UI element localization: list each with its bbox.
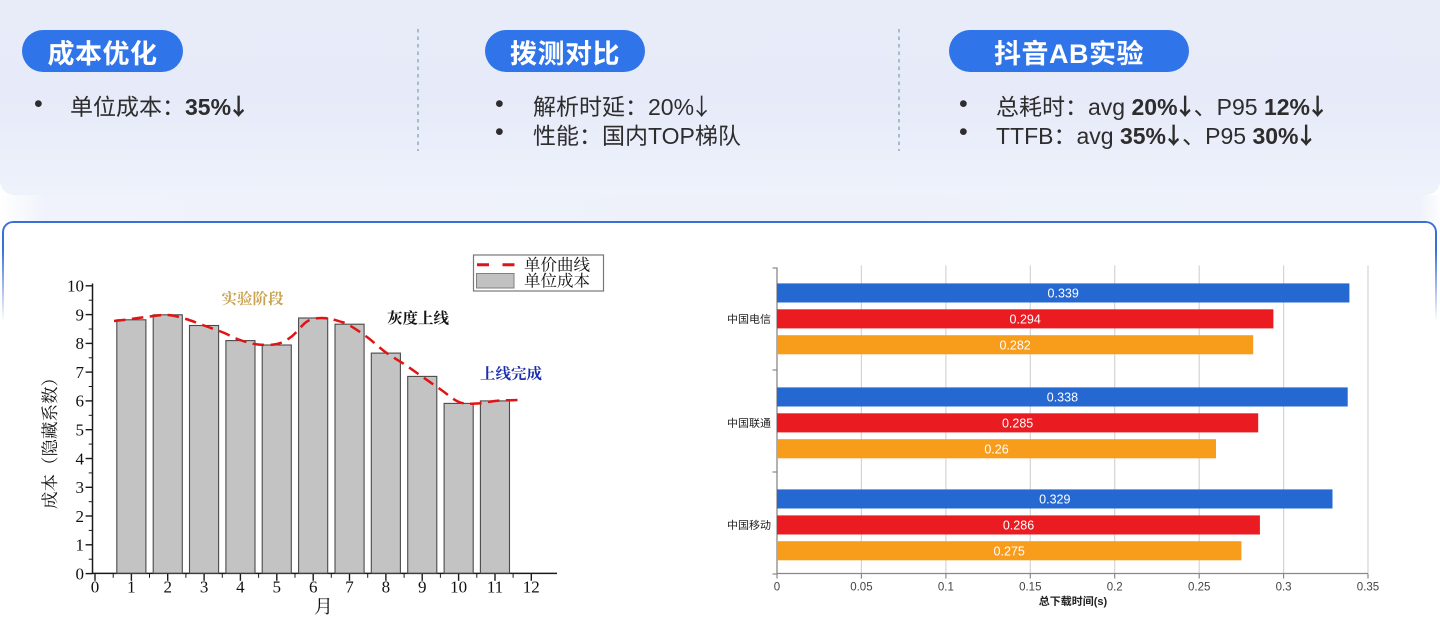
svg-text:1: 1 [127, 578, 136, 597]
svg-text:0.25: 0.25 [1188, 582, 1210, 594]
svg-text:10: 10 [67, 277, 84, 296]
svg-text:8: 8 [76, 334, 85, 353]
svg-text:0.05: 0.05 [850, 582, 872, 594]
svg-text:1: 1 [76, 536, 85, 555]
svg-text:0.338: 0.338 [1047, 391, 1078, 405]
svg-text:3: 3 [76, 478, 85, 497]
svg-text:6: 6 [76, 392, 85, 411]
svg-text:5: 5 [76, 421, 85, 440]
svg-text:0.286: 0.286 [1003, 519, 1034, 533]
svg-text:0.285: 0.285 [1002, 417, 1033, 431]
svg-text:0: 0 [91, 578, 100, 597]
svg-text:10: 10 [450, 578, 467, 597]
svg-text:中国移动: 中国移动 [727, 517, 771, 533]
svg-text:上线完成: 上线完成 [480, 365, 543, 383]
svg-text:4: 4 [236, 578, 245, 597]
svg-text:9: 9 [76, 305, 85, 324]
svg-text:成本（隐藏系数）: 成本（隐藏系数） [40, 369, 60, 509]
svg-text:0.3: 0.3 [1276, 582, 1292, 594]
svg-text:9: 9 [418, 578, 427, 597]
svg-text:0.339: 0.339 [1048, 287, 1079, 301]
svg-text:2: 2 [163, 578, 172, 597]
svg-text:5: 5 [273, 578, 282, 597]
svg-text:0.282: 0.282 [999, 338, 1030, 352]
svg-text:6: 6 [309, 578, 318, 597]
svg-text:11: 11 [487, 578, 503, 597]
svg-text:4: 4 [76, 449, 85, 468]
svg-text:12: 12 [523, 578, 540, 597]
svg-text:单位成本: 单位成本 [524, 271, 590, 290]
svg-text:7: 7 [76, 363, 85, 382]
svg-text:0.1: 0.1 [938, 582, 954, 594]
svg-text:单价曲线: 单价曲线 [524, 256, 591, 275]
svg-text:灰度上线: 灰度上线 [387, 310, 450, 328]
svg-text:中国联通: 中国联通 [727, 415, 771, 431]
svg-text:0.15: 0.15 [1019, 582, 1041, 594]
svg-text:中国电信: 中国电信 [727, 311, 771, 327]
svg-text:0: 0 [774, 582, 780, 594]
svg-text:0.275: 0.275 [994, 544, 1025, 558]
svg-text:8: 8 [382, 578, 391, 597]
svg-text:月: 月 [314, 597, 333, 618]
svg-text:0: 0 [76, 564, 85, 583]
svg-text:总下载时间(s): 总下载时间(s) [1039, 593, 1108, 609]
svg-text:实验阶段: 实验阶段 [221, 290, 284, 308]
svg-text:0.26: 0.26 [984, 442, 1008, 456]
svg-text:0.2: 0.2 [1107, 582, 1123, 594]
svg-text:0.329: 0.329 [1039, 493, 1070, 507]
svg-text:0.35: 0.35 [1357, 582, 1379, 594]
svg-text:2: 2 [76, 507, 85, 526]
svg-text:0.294: 0.294 [1010, 313, 1041, 327]
svg-text:3: 3 [200, 578, 209, 597]
svg-text:7: 7 [345, 578, 354, 597]
